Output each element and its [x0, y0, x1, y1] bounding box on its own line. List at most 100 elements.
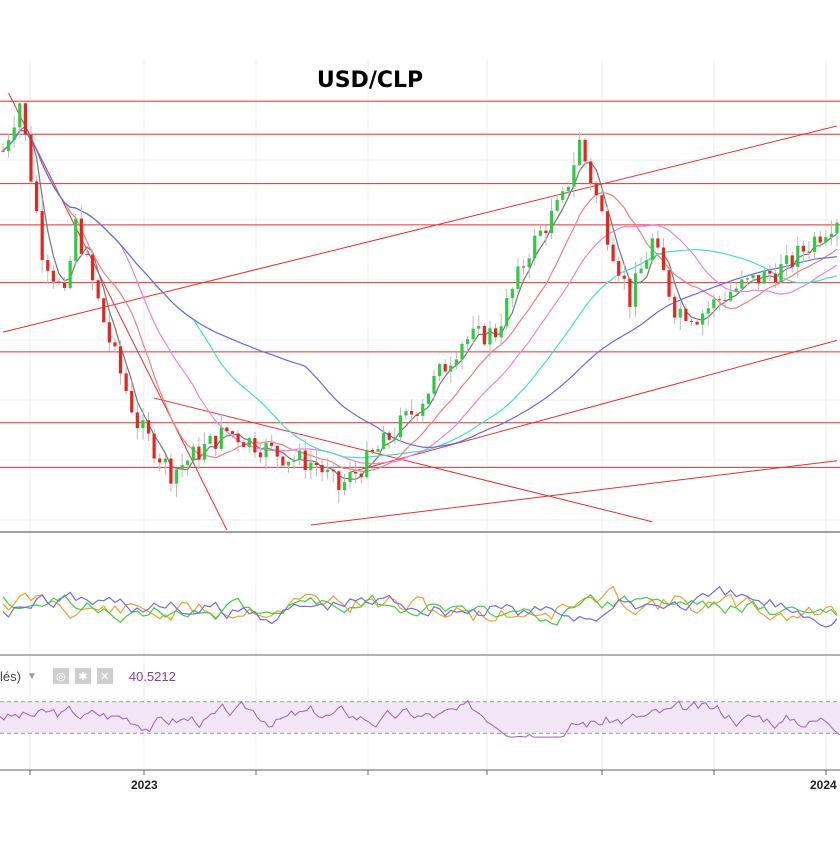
candle-body: [611, 244, 615, 262]
candle-body: [124, 373, 128, 391]
candle-body: [102, 298, 106, 323]
candle-body: [790, 255, 794, 267]
candle-body: [404, 411, 408, 416]
candle-body: [270, 442, 274, 446]
candle-body: [292, 459, 296, 462]
rsi-label: lés): [0, 668, 21, 684]
candle-body: [656, 238, 660, 248]
osc-blue-line: [2, 585, 838, 628]
candle-body: [835, 222, 839, 234]
candle-body: [57, 281, 61, 283]
close-icon[interactable]: ✕: [96, 668, 113, 684]
candle-body: [158, 458, 162, 463]
candle-body: [337, 471, 341, 491]
candle-body: [376, 448, 380, 452]
candle-body: [421, 403, 425, 416]
candle-body: [68, 260, 72, 288]
candle-body: [734, 288, 738, 292]
candle-body: [818, 236, 822, 243]
candle-body: [107, 322, 111, 343]
candle-body: [796, 245, 800, 267]
candle-body: [745, 278, 750, 280]
candle-body: [264, 442, 268, 458]
candle-body: [801, 245, 806, 252]
candle-body: [225, 427, 229, 432]
candle-body: [516, 266, 520, 289]
candle-body: [387, 432, 391, 440]
candle-body: [359, 473, 363, 478]
candle-body: [79, 218, 83, 254]
candle-body: [62, 282, 67, 288]
candle-body: [813, 236, 817, 252]
candle-body: [174, 469, 179, 484]
candle-body: [465, 339, 470, 344]
candle-body: [751, 275, 755, 279]
gear-icon[interactable]: ✱: [74, 668, 91, 684]
candle-body: [113, 342, 117, 347]
rsi-dropdown-icon[interactable]: ▼: [26, 670, 37, 682]
candle-body: [661, 247, 666, 271]
candle-body: [242, 442, 246, 447]
candle-body: [118, 346, 123, 374]
x-tick-2024: 2024: [810, 778, 837, 792]
candle-body: [678, 308, 682, 318]
candle-body: [667, 270, 671, 297]
candle-body: [779, 263, 783, 283]
candle-body: [460, 343, 464, 360]
candle-body: [135, 412, 139, 429]
candle-body: [505, 297, 509, 327]
candle-body: [449, 365, 453, 372]
rsi-value: 40.5212: [128, 668, 176, 684]
candle-body: [807, 251, 811, 253]
candle-body: [46, 260, 50, 271]
candle-body: [740, 279, 744, 289]
candle-body: [96, 280, 100, 299]
candle-body: [326, 469, 330, 473]
candle-body: [365, 449, 369, 478]
candle-body: [219, 427, 223, 449]
candle-body: [533, 235, 537, 259]
ma-cyan-line: [2, 129, 838, 459]
candle-body: [829, 233, 834, 238]
candle-body: [152, 433, 156, 459]
candle-body: [639, 268, 643, 274]
candle-body: [398, 415, 403, 438]
candle-body: [488, 328, 492, 345]
candle-body: [275, 445, 279, 457]
candle-body: [370, 449, 375, 452]
osc-green-line: [2, 593, 838, 626]
candle-body: [706, 308, 710, 314]
candle-body: [454, 359, 458, 366]
candle-body: [309, 462, 313, 471]
chart-title: USD/CLP: [316, 68, 424, 93]
candle-body: [729, 291, 733, 301]
candle-body: [415, 414, 419, 416]
eye-icon[interactable]: ◎: [52, 668, 69, 684]
candle-body: [544, 230, 548, 234]
candle-body: [572, 165, 576, 187]
candle-body: [348, 471, 352, 483]
candle-body: [163, 458, 167, 463]
candle-body: [566, 186, 570, 192]
candle-body: [141, 420, 145, 429]
candle-body: [85, 253, 89, 255]
candle-body: [594, 183, 598, 196]
candle-body: [432, 376, 436, 394]
candle-body: [689, 320, 694, 322]
candle-body: [650, 238, 654, 261]
candle-body: [510, 288, 514, 298]
candle-body: [785, 255, 789, 264]
candle-body: [253, 438, 257, 453]
candle-body: [236, 433, 240, 443]
candle-body: [527, 258, 531, 268]
candle-body: [202, 443, 207, 460]
candle-body: [493, 328, 498, 338]
candle-body: [712, 299, 716, 309]
ma-fast-line: [2, 125, 838, 481]
candle-body: [824, 237, 828, 243]
candle-body: [6, 140, 11, 151]
candle-body: [673, 296, 677, 318]
candle-body: [561, 191, 565, 201]
